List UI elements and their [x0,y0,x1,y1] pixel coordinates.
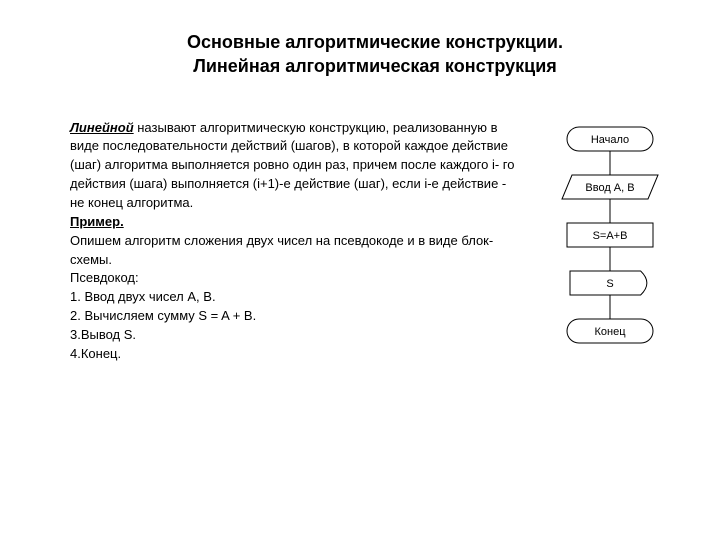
flowchart-label-end: Конец [594,326,626,338]
flowchart-diagram: Начало Ввод A, B S=A+B S Конец [550,125,670,355]
flowchart-label-process: S=A+B [593,230,628,242]
pseudocode-step-3: 3.Вывод S. [70,326,520,345]
flowchart-label-input: Ввод A, B [585,182,634,194]
definition-term: Линейной [70,120,134,135]
flowchart-label-output: S [606,278,613,290]
text-column: Линейной называют алгоритмическую констр… [70,119,520,364]
example-intro: Опишем алгоритм сложения двух чисел на п… [70,232,520,270]
page-title: Основные алгоритмические конструкции. Ли… [70,30,680,79]
definition-paragraph: Линейной называют алгоритмическую констр… [70,119,520,213]
title-line-2: Линейная алгоритмическая конструкция [90,54,660,78]
title-line-1: Основные алгоритмические конструкции. [90,30,660,54]
pseudocode-step-4: 4.Конец. [70,345,520,364]
flowchart-column: Начало Ввод A, B S=A+B S Конец [550,119,680,364]
example-label: Пример. [70,213,520,232]
definition-text: называют алгоритмическую конструкцию, ре… [70,120,514,210]
flowchart-label-start: Начало [591,134,629,146]
pseudocode-step-2: 2. Вычисляем сумму S = A + B. [70,307,520,326]
pseudocode-step-1: 1. Ввод двух чисел A, B. [70,288,520,307]
pseudocode-label: Псевдокод: [70,269,520,288]
content-row: Линейной называют алгоритмическую констр… [70,119,680,364]
